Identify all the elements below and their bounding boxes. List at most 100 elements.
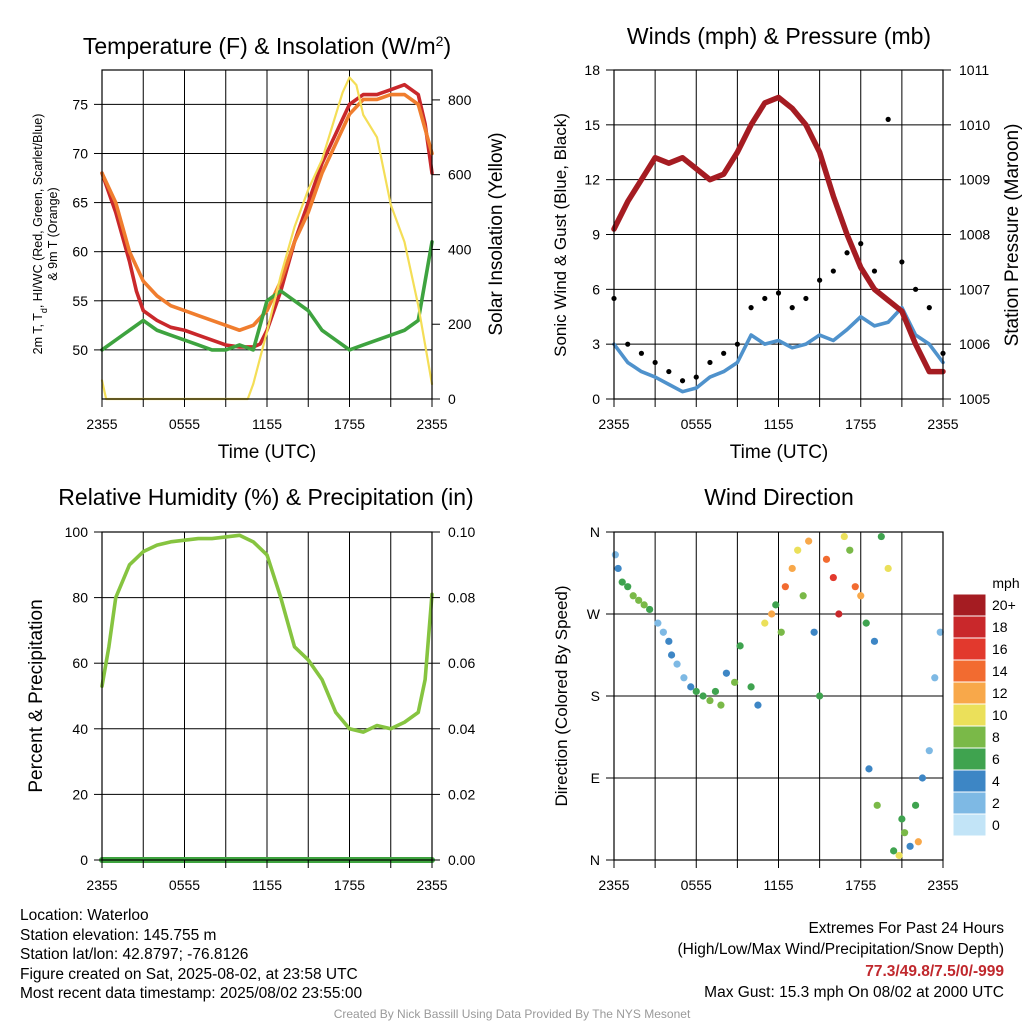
direction-point xyxy=(788,564,796,573)
direction-point xyxy=(851,583,859,591)
direction-point xyxy=(884,564,892,573)
winds-line-sonic-wind xyxy=(612,305,945,394)
winds-gust-point xyxy=(638,350,645,356)
legend-label: 18 xyxy=(992,619,1008,635)
temperature-y2-tick-label: 200 xyxy=(448,316,472,332)
winds-x-tick-label: 1755 xyxy=(845,416,876,432)
direction-point xyxy=(799,592,807,600)
direction-point xyxy=(736,642,744,650)
direction-point xyxy=(618,578,626,586)
humidity-y2-tick-label: 0.08 xyxy=(448,590,475,606)
legend-label: 20+ xyxy=(992,597,1016,613)
direction-y-tick-label: S xyxy=(591,688,600,704)
winds-gust-point xyxy=(721,350,727,356)
legend-label: 4 xyxy=(992,773,1000,789)
extremes-subtitle: (High/Low/Max Wind/Precipitation/Snow De… xyxy=(677,941,1005,959)
humidity-y2-tick-label: 0.04 xyxy=(448,721,475,737)
winds-y-axis: 0 3 6 9 12 15 18 xyxy=(584,62,614,407)
winds-y2-tick-label: 1008 xyxy=(959,227,990,243)
legend-swatch xyxy=(952,681,987,705)
direction-point xyxy=(640,601,648,609)
winds-gust-point xyxy=(693,374,699,380)
humidity-y2-tick-label: 0.02 xyxy=(448,786,475,802)
humidity-y-tick-label: 40 xyxy=(72,721,88,737)
legend-label: 16 xyxy=(992,641,1008,657)
winds-gust-point xyxy=(830,268,836,274)
direction-grid xyxy=(614,532,943,860)
legend-label: 0 xyxy=(992,817,1000,833)
winds-y-tick-label: 3 xyxy=(592,336,600,352)
direction-x-tick-label: 1755 xyxy=(845,877,876,893)
temperature-x-tick-label: 1155 xyxy=(252,416,282,432)
extremes-title: Extremes For Past 24 Hours xyxy=(808,920,1004,937)
humidity-y-tick-label: 80 xyxy=(72,590,88,606)
humidity-panel-title: Relative Humidity (%) & Precipitation (i… xyxy=(58,484,473,510)
winds-ylabel: Sonic Wind & Gust (Blue, Black) xyxy=(551,113,570,357)
temperature-y-axis: 50 55 60 65 70 75 xyxy=(72,96,102,358)
direction-point xyxy=(840,532,848,541)
direction-point xyxy=(667,651,676,659)
legend-label: 2 xyxy=(992,795,1000,811)
winds-gust-point xyxy=(912,286,919,292)
station-info: Location: Waterloo Station elevation: 14… xyxy=(20,906,362,1004)
direction-point xyxy=(706,696,714,705)
humidity-y-tick-label: 20 xyxy=(72,786,88,802)
winds-y-tick-label: 9 xyxy=(592,227,600,243)
temperature-xlabel: Time (UTC) xyxy=(218,442,317,463)
winds-gust-point xyxy=(926,305,932,311)
legend-swatch xyxy=(952,615,987,639)
direction-point xyxy=(931,674,939,682)
temperature-x-tick-label: 1755 xyxy=(334,416,365,432)
direction-point xyxy=(846,546,854,554)
winds-gust-point xyxy=(679,378,686,384)
pressure-ylabel: Station Pressure (Maroon) xyxy=(1002,124,1023,347)
temperature-y-tick-label: 70 xyxy=(72,145,88,161)
direction-point xyxy=(717,701,725,709)
temperature-x-tick-label: 2355 xyxy=(86,416,117,432)
winds-gust-point xyxy=(734,341,740,347)
humidity-line-relative-humidity xyxy=(100,533,434,734)
temperature-grid xyxy=(102,70,432,399)
direction-point xyxy=(722,669,731,677)
elevation-text: Station elevation: 145.755 m xyxy=(20,926,217,944)
direction-point xyxy=(768,610,776,618)
direction-point xyxy=(901,829,909,837)
max-gust-text: Max Gust: 15.3 mph On 08/02 at 2000 UTC xyxy=(704,983,1004,1001)
created-text: Figure created on Sat, 2025-08-02, at 23… xyxy=(20,965,358,983)
winds-panel-title: Winds (mph) & Pressure (mb) xyxy=(627,23,931,49)
humidity-y2-axis: 0.00 0.02 0.04 0.06 0.08 0.10 xyxy=(432,524,475,868)
temperature-line-9m-t xyxy=(100,92,434,333)
legend-label: 12 xyxy=(992,685,1008,701)
temperature-ylabel-line2: & 9m T (Orange) xyxy=(46,187,60,280)
direction-point xyxy=(877,532,885,541)
direction-point xyxy=(906,842,914,850)
recent-text: Most recent data timestamp: 2025/08/02 2… xyxy=(20,985,363,1003)
direction-point xyxy=(611,551,619,559)
temperature-panel-title: Temperature (F) & Insolation (W/m2) xyxy=(83,33,451,59)
direction-point xyxy=(895,851,903,860)
humidity-y-axis: 0 20 40 60 80 100 xyxy=(65,524,102,868)
winds-y-tick-label: 15 xyxy=(584,117,600,133)
winds-x-tick-label: 2355 xyxy=(598,416,629,432)
direction-point xyxy=(654,619,662,627)
temperature-y2-tick-label: 600 xyxy=(448,167,472,183)
winds-y-tick-label: 12 xyxy=(584,172,600,188)
humidity-y2-tick-label: 0.10 xyxy=(448,524,475,540)
winds-y2-tick-label: 1011 xyxy=(959,62,989,78)
direction-y-tick-label: N xyxy=(590,852,600,868)
speed-legend: mph 20+ 18 16 14 12 10 8 6 4 2 0 xyxy=(952,575,1020,837)
location-text: Location: Waterloo xyxy=(20,907,149,924)
legend-swatch xyxy=(952,813,987,837)
direction-point xyxy=(761,619,769,627)
legend-swatch xyxy=(952,637,987,661)
direction-point xyxy=(659,628,667,636)
direction-x-tick-label: 1155 xyxy=(763,877,793,893)
direction-point xyxy=(918,774,927,782)
temperature-line-2m-t xyxy=(100,82,434,349)
humidity-y2-tick-label: 0.06 xyxy=(448,655,475,671)
direction-point xyxy=(754,701,762,709)
latlon-text: Station lat/lon: 42.8797; -76.8126 xyxy=(20,946,249,964)
direction-point xyxy=(614,564,622,573)
winds-grid xyxy=(614,70,943,399)
